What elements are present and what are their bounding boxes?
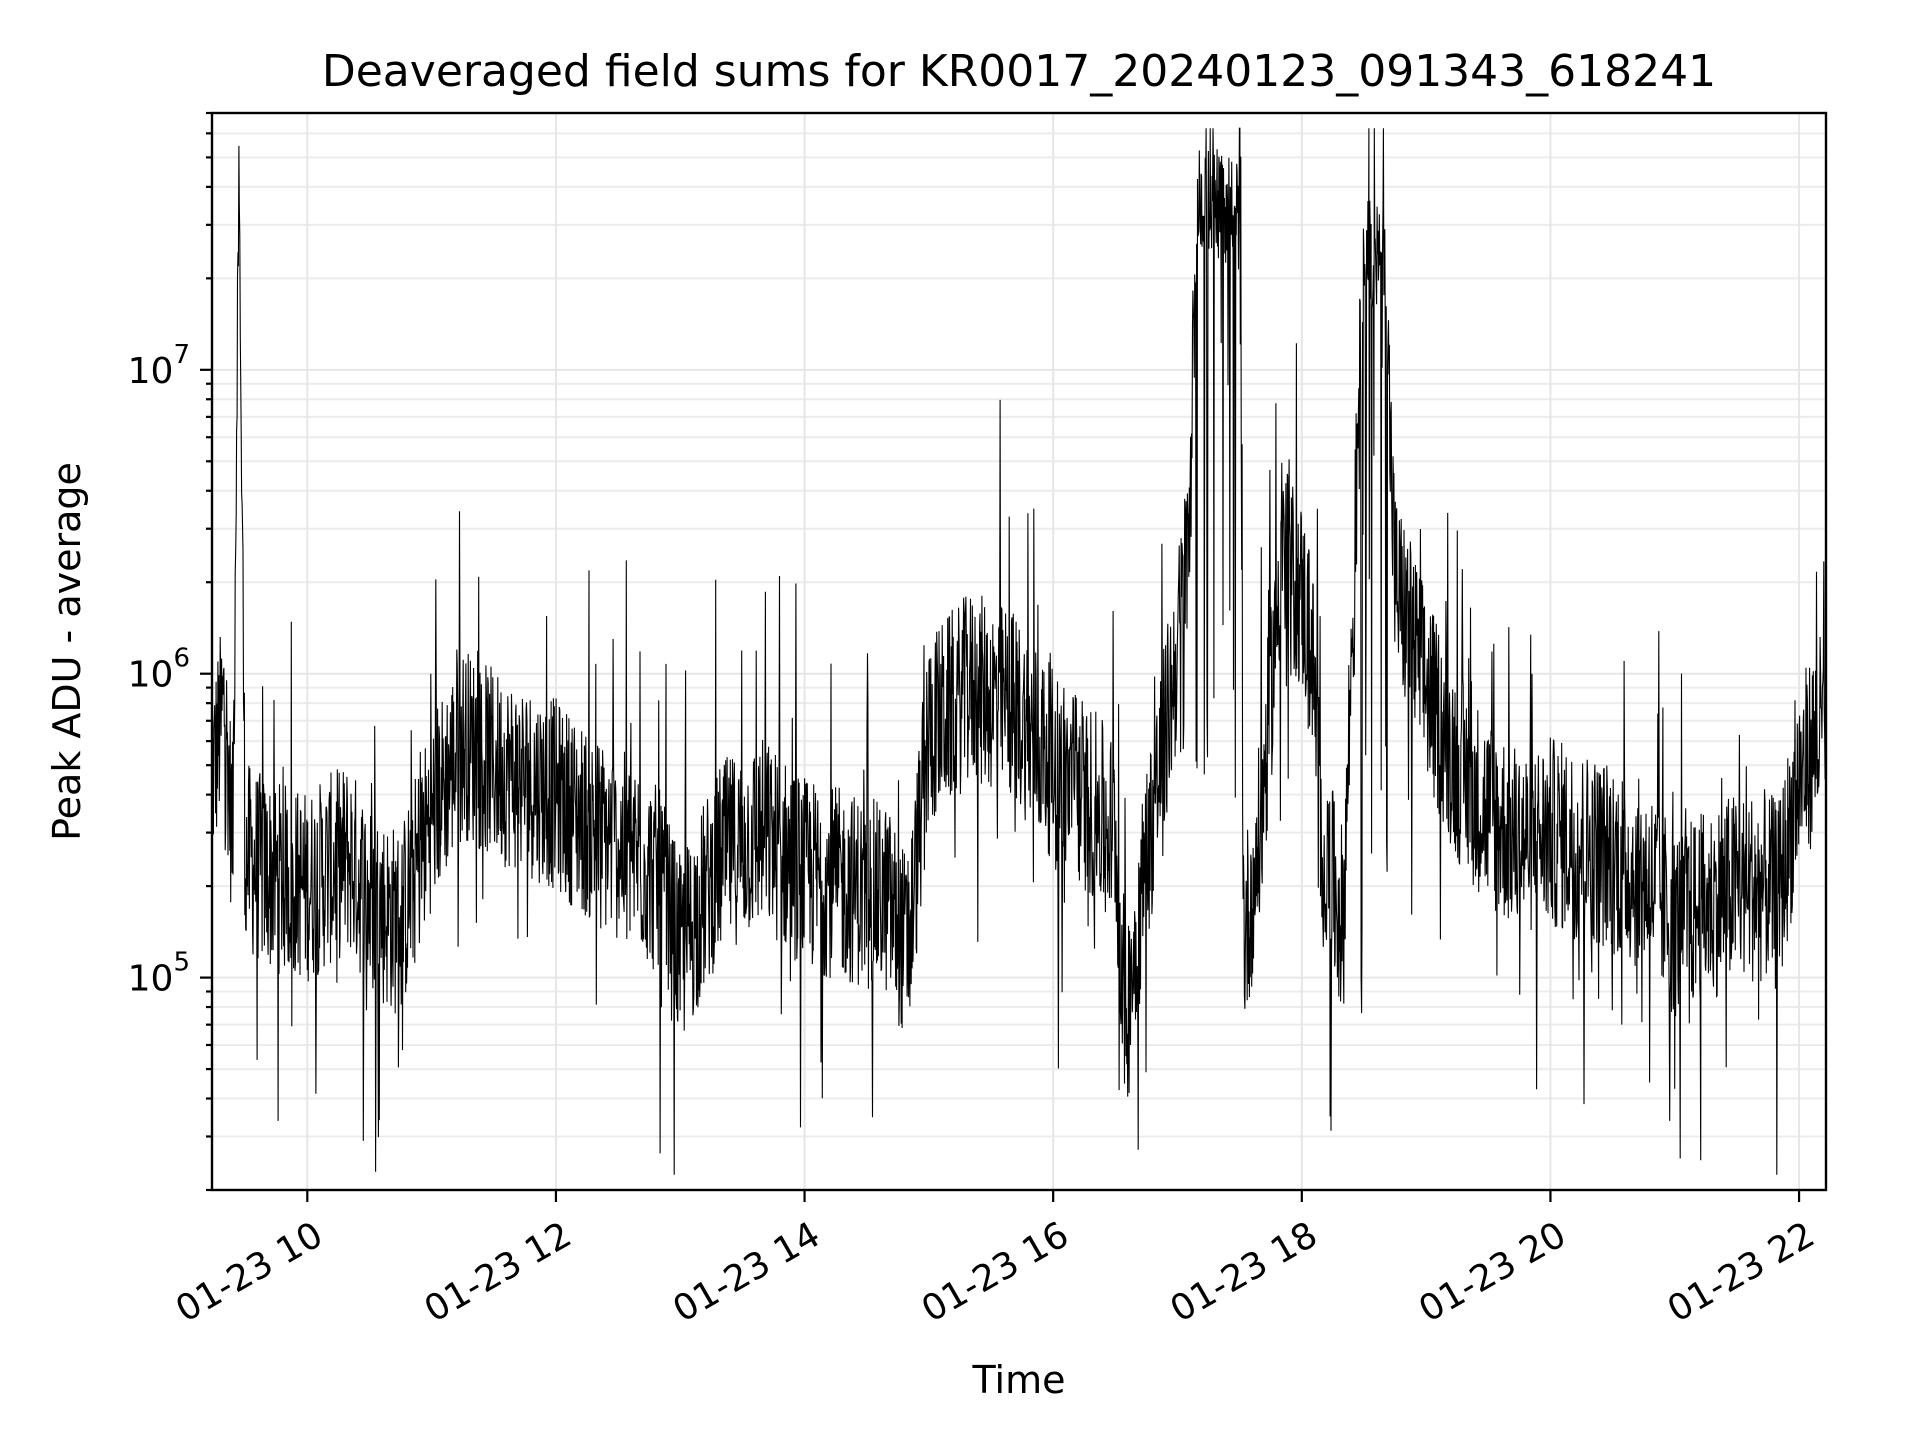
chart-title: Deaveraged field sums for KR0017_2024012… xyxy=(322,46,1716,97)
axis-ticks xyxy=(200,111,1801,1202)
grid xyxy=(212,112,1826,1191)
x-axis-label: Time xyxy=(972,1358,1066,1402)
y-tick-label: 105 xyxy=(128,948,190,1000)
plot-frame xyxy=(210,111,1828,1192)
y-tick-label: 107 xyxy=(128,340,190,392)
y-tick-exponent: 5 xyxy=(173,948,190,978)
y-tick-label: 106 xyxy=(128,644,190,696)
y-tick-base: 10 xyxy=(128,655,174,696)
series-layer xyxy=(211,127,1827,1175)
y-tick-base: 10 xyxy=(128,959,174,1000)
series-line xyxy=(211,127,1827,1175)
y-tick-exponent: 7 xyxy=(173,340,190,370)
y-axis-label: Peak ADU - average xyxy=(45,462,89,841)
y-tick-base: 10 xyxy=(128,351,174,392)
y-tick-exponent: 6 xyxy=(173,644,190,674)
